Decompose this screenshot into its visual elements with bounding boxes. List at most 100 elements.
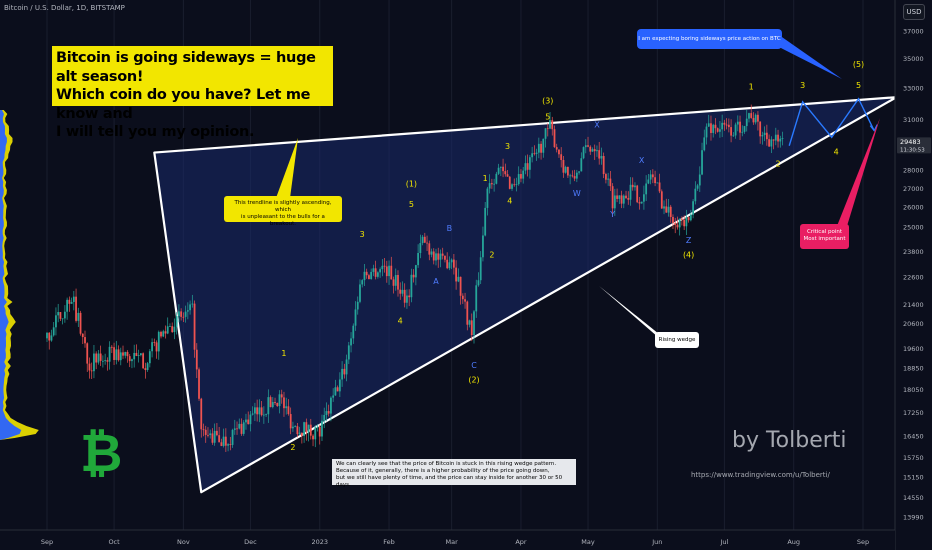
candle-body xyxy=(515,184,518,185)
candle-body xyxy=(685,217,688,227)
candle-body xyxy=(178,311,180,317)
candle-body xyxy=(490,183,493,185)
wave-label: X xyxy=(639,156,645,165)
candle-body xyxy=(676,224,679,228)
candle-body xyxy=(305,422,308,433)
candle-body xyxy=(81,333,84,338)
price-tick-label: 35000 xyxy=(903,55,924,63)
candle-body xyxy=(710,123,712,133)
candle-body xyxy=(444,255,446,260)
candle-body xyxy=(300,432,303,436)
candle-body xyxy=(660,191,663,209)
candle-body xyxy=(390,265,393,280)
candle-body xyxy=(66,299,69,312)
currency-badge[interactable]: USD xyxy=(903,4,925,20)
candle-body xyxy=(336,387,339,392)
price-tick-label: 17250 xyxy=(903,409,924,417)
wave-label: 3 xyxy=(360,230,365,239)
candle-body xyxy=(634,185,636,188)
candle-body xyxy=(779,138,782,142)
candle-body xyxy=(204,429,207,435)
candle-body xyxy=(198,369,200,399)
candle-body xyxy=(265,414,267,416)
critical-note-pointer xyxy=(837,118,880,226)
candle-body xyxy=(216,430,218,436)
candle-body xyxy=(61,318,64,320)
price-tick-label: 33000 xyxy=(903,85,924,93)
candle-body xyxy=(117,349,120,361)
candle-body xyxy=(155,342,158,352)
candle-body xyxy=(591,149,594,152)
candle-body xyxy=(647,179,650,184)
price-tick-label: 25000 xyxy=(903,223,924,231)
wave-label: Z xyxy=(686,236,692,245)
candle-body xyxy=(622,195,625,204)
time-tick-label: Jul xyxy=(719,538,728,546)
price-tick-label: 22600 xyxy=(903,274,924,282)
candle-body xyxy=(294,426,297,427)
price-tick-label: 18850 xyxy=(903,364,924,372)
candle-body xyxy=(495,173,498,184)
candle-body xyxy=(101,360,104,362)
candle-body xyxy=(654,177,656,184)
candle-body xyxy=(625,195,627,199)
candle-body xyxy=(327,411,330,414)
candle-body xyxy=(701,150,703,175)
candle-body xyxy=(318,426,321,437)
candle-body xyxy=(452,259,455,268)
time-tick-label: Oct xyxy=(108,538,120,546)
candle-body xyxy=(95,353,98,363)
price-tick-label: 16450 xyxy=(903,433,924,441)
candle-body xyxy=(361,280,364,285)
candle-body xyxy=(765,132,768,140)
candle-body xyxy=(656,182,659,184)
candle-body xyxy=(323,415,326,421)
price-tick-label: 18050 xyxy=(903,386,924,394)
candle-body xyxy=(555,147,558,150)
candle-body xyxy=(307,424,310,433)
candle-body xyxy=(517,174,520,185)
candle-body xyxy=(598,150,601,159)
candle-body xyxy=(90,370,93,372)
candle-body xyxy=(220,442,223,446)
candle-body xyxy=(189,304,191,311)
candle-body xyxy=(379,269,382,273)
candle-body xyxy=(739,121,741,133)
time-tick-label: May xyxy=(581,538,595,546)
candle-body xyxy=(466,301,469,325)
candle-body xyxy=(399,289,402,294)
candle-body xyxy=(345,359,348,375)
candle-body xyxy=(50,335,53,341)
price-tick-label: 37000 xyxy=(903,27,924,35)
candle-body xyxy=(707,123,710,127)
candle-body xyxy=(57,312,60,316)
candle-body xyxy=(566,166,569,176)
candle-body xyxy=(428,243,431,255)
candle-body xyxy=(499,166,502,168)
candle-body xyxy=(341,368,344,380)
candle-body xyxy=(730,127,732,136)
time-tick-label: Mar xyxy=(446,538,459,546)
candle-body xyxy=(470,320,473,336)
volume-profile xyxy=(0,110,39,440)
candle-body xyxy=(540,143,542,153)
price-axis-bg xyxy=(895,0,932,550)
candle-body xyxy=(316,426,319,428)
candle-body xyxy=(421,236,424,244)
time-tick-label: Sep xyxy=(41,538,53,546)
candle-body xyxy=(522,170,525,179)
candle-body xyxy=(403,289,406,303)
candle-body xyxy=(350,338,352,346)
candle-body xyxy=(48,332,51,341)
candle-body xyxy=(354,309,357,326)
candle-body xyxy=(137,355,140,356)
time-tick-label: Aug xyxy=(787,538,800,546)
candle-body xyxy=(184,311,187,317)
candle-body xyxy=(620,195,623,204)
candle-body xyxy=(131,359,133,362)
candle-body xyxy=(110,346,113,348)
candle-body xyxy=(406,295,408,303)
candle-body xyxy=(475,285,478,312)
candle-body xyxy=(627,198,630,200)
